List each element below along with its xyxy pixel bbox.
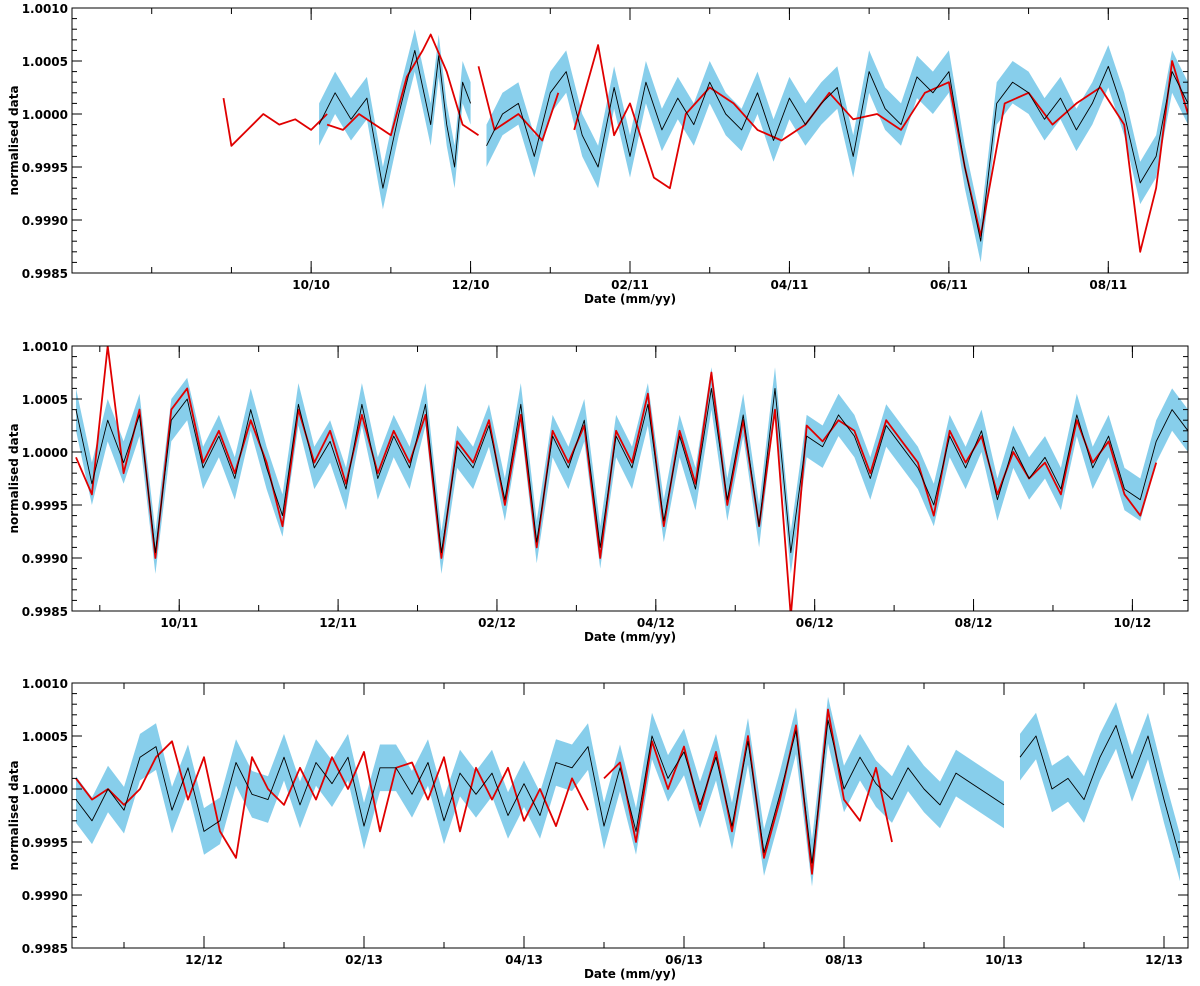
plot-area — [75, 696, 1181, 887]
observed-line — [477, 66, 560, 142]
y-tick-label: 0.9990 — [22, 214, 68, 228]
x-tick-label: 10/10 — [292, 278, 330, 292]
x-tick-label: 04/13 — [505, 953, 543, 967]
y-axis-label: normalised data — [7, 760, 21, 870]
model-line — [318, 49, 472, 189]
x-tick-label: 06/12 — [796, 616, 834, 630]
x-tick-label: 12/13 — [1145, 953, 1183, 967]
x-tick-label: 08/11 — [1089, 278, 1127, 292]
x-tick-label: 12/12 — [185, 953, 223, 967]
x-tick-label: 02/13 — [345, 953, 383, 967]
x-axis-label: Date (mm/yy) — [584, 967, 676, 981]
y-tick-label: 1.0000 — [22, 783, 68, 797]
uncertainty-band — [1020, 702, 1180, 882]
observed-line — [573, 44, 1188, 253]
observed-line — [603, 708, 893, 875]
x-tick-label: 12/10 — [452, 278, 490, 292]
observed-line — [75, 740, 589, 859]
x-tick-label: 12/11 — [319, 616, 357, 630]
y-tick-label: 0.9985 — [22, 267, 68, 281]
x-axis-label: Date (mm/yy) — [584, 630, 676, 644]
x-tick-label: 02/11 — [611, 278, 649, 292]
x-tick-label: 04/12 — [637, 616, 675, 630]
x-tick-label: 04/11 — [771, 278, 809, 292]
y-tick-label: 1.0005 — [22, 730, 68, 744]
model-line — [1019, 724, 1181, 859]
y-tick-label: 0.9990 — [22, 889, 68, 903]
y-tick-label: 1.0010 — [22, 340, 68, 354]
axes-box — [71, 345, 1189, 612]
y-tick-label: 1.0000 — [22, 108, 68, 122]
x-tick-label: 10/12 — [1114, 616, 1152, 630]
plot-area — [75, 346, 1188, 611]
plot-area — [222, 29, 1188, 263]
x-axis-label: Date (mm/yy) — [584, 292, 676, 306]
x-tick-label: 06/13 — [665, 953, 703, 967]
y-tick-label: 1.0010 — [22, 677, 68, 691]
y-tick-label: 1.0005 — [22, 393, 68, 407]
model-line — [486, 65, 1188, 242]
panel-2: 0.9985 0.9990 0.9995 1.0000 1.0005 1.0010 10/1… — [7, 340, 1189, 644]
uncertainty-band — [76, 696, 1004, 887]
observed-line — [326, 33, 479, 137]
y-tick-label: 0.9985 — [22, 942, 68, 956]
y-tick-label: 0.9990 — [22, 552, 68, 566]
x-tick-label: 02/12 — [478, 616, 516, 630]
y-axis-label: normalised data — [7, 423, 21, 533]
x-tick-label: 08/12 — [955, 616, 993, 630]
x-tick-label: 10/13 — [985, 953, 1023, 967]
x-tick-label: 10/11 — [160, 616, 198, 630]
y-tick-label: 1.0005 — [22, 55, 68, 69]
observed-line — [222, 97, 328, 147]
model-line — [75, 387, 1188, 554]
uncertainty-band — [76, 367, 1188, 574]
y-tick-label: 1.0000 — [22, 446, 68, 460]
y-axis-label: normalised data — [7, 85, 21, 195]
x-tick-label: 06/11 — [930, 278, 968, 292]
panel-1: 0.9985 0.9990 0.9995 1.0000 1.0005 1.0010 10/1… — [7, 2, 1189, 306]
panel-3: 0.9985 0.9990 0.9995 1.0000 1.0005 1.0010 12/1… — [7, 677, 1189, 981]
y-tick-label: 1.0010 — [22, 2, 68, 16]
model-line — [75, 719, 1005, 864]
y-tick-label: 0.9995 — [22, 161, 68, 175]
y-tick-label: 0.9995 — [22, 836, 68, 850]
axes-box — [71, 682, 1189, 949]
observed-line — [75, 346, 1158, 611]
y-tick-label: 0.9995 — [22, 499, 68, 513]
x-tick-label: 08/13 — [825, 953, 863, 967]
y-tick-label: 0.9985 — [22, 605, 68, 619]
